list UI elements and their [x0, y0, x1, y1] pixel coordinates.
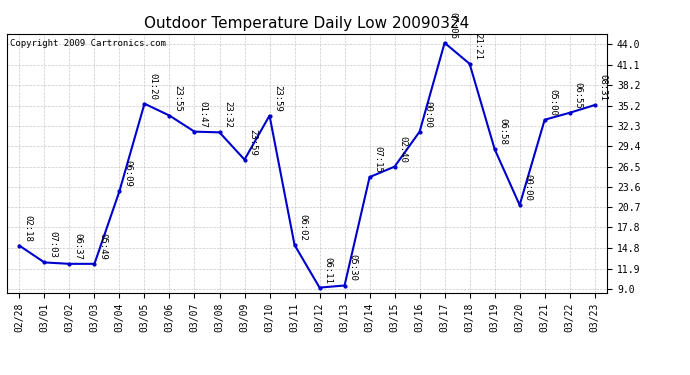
Text: Copyright 2009 Cartronics.com: Copyright 2009 Cartronics.com	[10, 39, 166, 48]
Text: 06:37: 06:37	[74, 233, 83, 260]
Text: 07:15: 07:15	[374, 146, 383, 173]
Text: 05:49: 05:49	[99, 233, 108, 260]
Text: 02:18: 02:18	[23, 214, 32, 242]
Text: 01:20: 01:20	[148, 73, 157, 99]
Text: 23:32: 23:32	[224, 101, 233, 128]
Text: 00:00: 00:00	[424, 100, 433, 128]
Text: 06:11: 06:11	[324, 256, 333, 284]
Text: 06:55: 06:55	[574, 82, 583, 109]
Text: 08:31: 08:31	[599, 74, 608, 101]
Text: 06:02: 06:02	[299, 214, 308, 241]
Text: 01:47: 01:47	[199, 100, 208, 128]
Text: 06:09: 06:09	[124, 160, 132, 187]
Title: Outdoor Temperature Daily Low 20090324: Outdoor Temperature Daily Low 20090324	[144, 16, 470, 31]
Text: 05:00: 05:00	[549, 89, 558, 116]
Text: 02:40: 02:40	[399, 136, 408, 162]
Text: 23:59: 23:59	[274, 84, 283, 111]
Text: 00:00: 00:00	[524, 174, 533, 201]
Text: 06:58: 06:58	[499, 118, 508, 145]
Text: 07:03: 07:03	[48, 231, 57, 258]
Text: 21:21: 21:21	[474, 33, 483, 60]
Text: 23:59: 23:59	[248, 129, 257, 156]
Text: 05:30: 05:30	[348, 255, 357, 281]
Text: 23:55: 23:55	[174, 84, 183, 111]
Text: 07:06: 07:06	[448, 12, 457, 39]
